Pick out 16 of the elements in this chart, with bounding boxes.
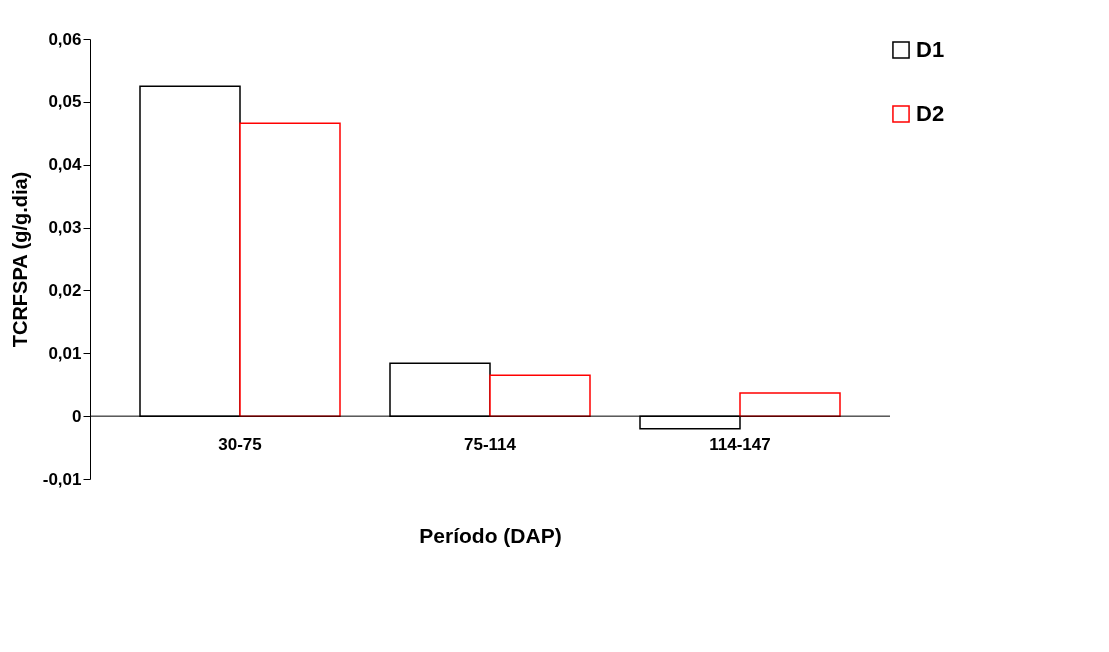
y-tick-label: 0,04 [48, 155, 83, 175]
x-tick-label: 30-75 [218, 434, 262, 454]
y-tick-label: -0,01 [42, 469, 82, 489]
x-axis-title: Período (DAP) [419, 523, 562, 547]
y-axis-title: TCRFSPA (g/g.dia) [8, 171, 31, 348]
legend-label: D2 [916, 101, 945, 126]
y-tick-label: 0,02 [48, 280, 82, 300]
y-tick-label: 0,06 [48, 29, 82, 49]
y-tick-label: 0,03 [48, 218, 82, 238]
legend-label: D1 [916, 37, 945, 62]
bar [739, 392, 841, 417]
x-tick-label: 114-147 [709, 434, 771, 454]
y-tick-label: 0 [72, 406, 82, 426]
y-tick-label: 0,01 [48, 343, 82, 363]
x-tick-label: 75-114 [464, 434, 517, 454]
y-tick-label: 0,05 [48, 92, 82, 112]
